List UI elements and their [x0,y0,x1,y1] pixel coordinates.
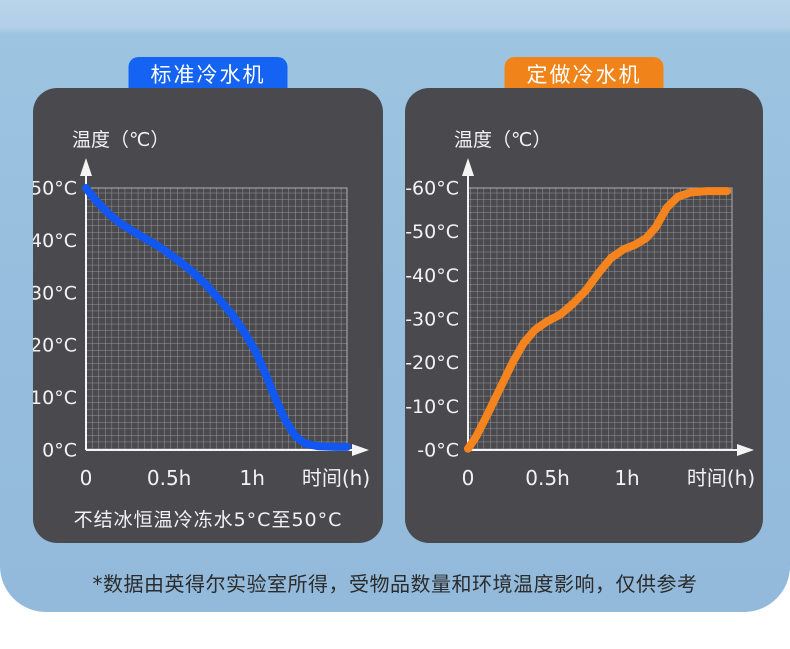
x-axis-title: 时间(h) [687,466,755,490]
y-tick-label: 50°C [33,178,77,200]
temperature-curve [464,187,732,453]
y-tick-label: 20°C [33,335,77,357]
temperature-curve [82,184,351,451]
x-tick-label: 0.5h [525,466,569,490]
standard-chiller-chart-canvas: 温度（℃） 50°C 40°C 30°C 20°C 10°C 0°C0 0.5h 1h 时间(h) [33,129,370,490]
x-tick-label: 0.5h [147,466,191,490]
x-axis-arrow-icon [352,444,369,456]
data-source-footnote: *数据由英得尔实验室所得，受物品数量和环境温度影响，仅供参考 [92,572,698,596]
y-tick-label: 40°C [33,230,77,252]
custom-chiller-chart-canvas: 温度（℃）-60°C-50°C-40°C-30°C-20°C-10°C-0°C0… [405,129,755,490]
y-tick-label: -10°C [405,396,459,418]
y-tick-label: 30°C [33,282,77,304]
custom-chiller-chart-group: 定做冷水机 温度（℃） -60°C -50°C -40°C -30°C -20°C -10°… [405,57,763,543]
y-tick-label: -60°C [405,178,459,200]
plot-grid [468,188,732,450]
y-axis-title: 温度（℃） [72,129,169,151]
y-axis-arrow-icon [462,158,474,176]
standard-chiller-caption: 不结冰恒温冷冻水5°C至50°C [73,509,343,531]
y-tick-label: -40°C [405,265,459,287]
y-tick-label: -30°C [405,309,459,331]
y-axis-arrow-icon [80,158,92,176]
x-tick-label: 1h [240,466,265,490]
standard-chiller-chart-group: 标准冷水机 温度（℃） 50°C 40°C 30°C 20°C 10°C 0°C 0 0.5h 1… [33,57,383,543]
x-tick-label: 1h [614,466,639,490]
x-tick-label: 0 [462,466,475,490]
y-tick-label: 10°C [33,387,77,409]
y-axis-title: 温度（℃） [454,129,551,151]
x-axis-arrow-icon [737,444,754,456]
blue-background-panel: 标准冷水机 温度（℃） 50°C 40°C 30°C 20°C 10°C 0°C 0 0.5h 1… [0,0,790,612]
x-axis-title: 时间(h) [302,466,370,490]
custom-chiller-panel: 温度（℃） -60°C -50°C -40°C -30°C -20°C -10°C -0°C 0… [405,88,763,543]
y-tick-label: -20°C [405,352,459,374]
x-tick-label: 0 [80,466,93,490]
y-tick-label: 0°C [42,440,77,462]
standard-chiller-panel: 温度（℃） 50°C 40°C 30°C 20°C 10°C 0°C 0 0.5h 1h 时间(h)… [33,88,383,543]
y-tick-label: -0°C [417,440,459,462]
y-tick-label: -50°C [405,221,459,243]
